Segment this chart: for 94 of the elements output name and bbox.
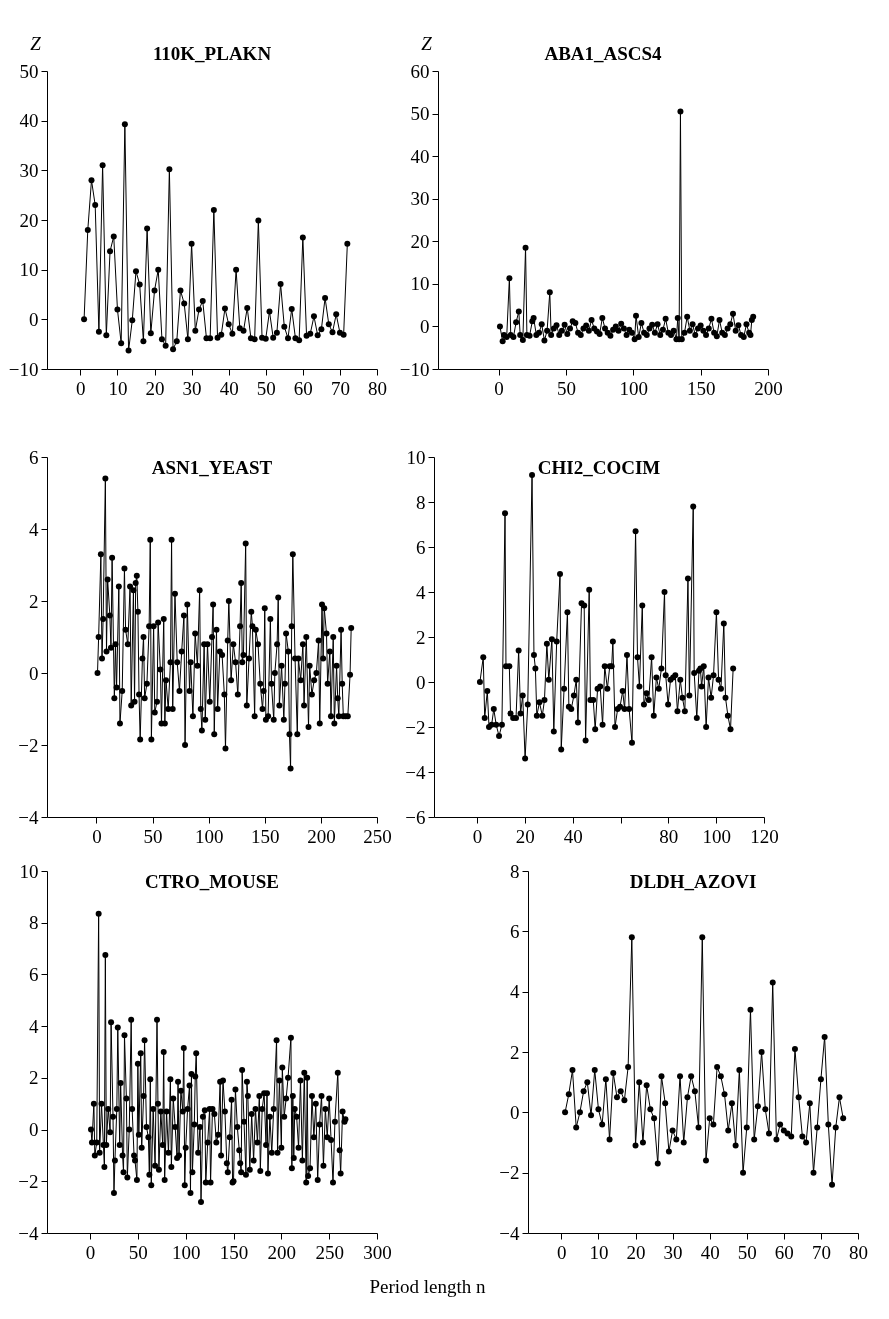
x-axis-title: Period length n	[369, 1275, 487, 1297]
x-tick-label: 150	[219, 1241, 249, 1263]
y-tick-label: 6	[510, 920, 520, 942]
x-tick-label: 200	[267, 1241, 297, 1263]
chart-title: CTRO_MOUSE	[144, 871, 280, 892]
y-tick-label: 2	[29, 590, 39, 612]
y-tick-label: 0	[510, 1101, 520, 1123]
x-tick-label: 50	[143, 825, 163, 847]
y-tick-label: 0	[416, 671, 426, 693]
y-tick-label: 4	[510, 981, 520, 1003]
x-tick-label: 50	[556, 377, 576, 399]
x-tick-label: 300	[363, 1241, 392, 1263]
x-tick-label: 50	[256, 377, 276, 399]
x-tick-label: 100	[619, 377, 649, 399]
y-tick-label: −10	[8, 358, 39, 380]
x-tick-label: 60	[293, 377, 313, 399]
x-tick-label: 70	[330, 377, 350, 399]
chart-title: ASN1_YEAST	[151, 457, 273, 478]
y-tick-label: 2	[510, 1041, 520, 1063]
y-tick-label: −10	[399, 358, 430, 380]
x-tick-label: 80	[849, 1241, 868, 1263]
x-tick-label: 30	[182, 377, 202, 399]
y-tick-label: 8	[29, 912, 39, 934]
x-tick-label: 100	[171, 1241, 201, 1263]
y-tick-label: −2	[499, 1162, 520, 1184]
y-tick-label: 4	[29, 518, 39, 540]
y-tick-label: 6	[29, 963, 39, 985]
x-tick-label: 120	[750, 825, 779, 847]
y-tick-label: 0	[29, 308, 39, 330]
x-tick-label: 100	[194, 825, 224, 847]
y-tick-label: 50	[19, 60, 39, 82]
y-tick-label: 10	[19, 860, 39, 882]
y-axis-title: Z	[30, 32, 42, 54]
y-tick-label: 0	[29, 1119, 39, 1141]
x-tick-label: 10	[108, 377, 128, 399]
y-tick-label: 4	[416, 581, 426, 603]
x-tick-label: 30	[663, 1241, 683, 1263]
x-tick-label: 200	[754, 377, 783, 399]
x-tick-label: 40	[700, 1241, 720, 1263]
y-tick-label: −2	[18, 734, 39, 756]
y-tick-label: 10	[410, 273, 430, 295]
y-tick-label: 6	[29, 446, 39, 468]
chart-title: CHI2_COCIM	[537, 457, 661, 478]
x-tick-label: 80	[659, 825, 679, 847]
y-tick-label: 10	[406, 446, 426, 468]
x-tick-label: 50	[737, 1241, 757, 1263]
y-axis-title: Z	[421, 32, 433, 54]
x-tick-label: 80	[368, 377, 387, 399]
x-tick-label: 250	[315, 1241, 344, 1263]
y-tick-label: 30	[19, 159, 39, 181]
x-tick-label: 40	[219, 377, 239, 399]
y-tick-label: 40	[19, 110, 39, 132]
y-tick-label: 8	[416, 491, 426, 513]
x-tick-label: 0	[85, 1241, 96, 1263]
x-tick-label: 40	[563, 825, 583, 847]
y-tick-label: 20	[410, 230, 430, 252]
y-tick-label: 10	[19, 259, 39, 281]
x-tick-label: 70	[811, 1241, 831, 1263]
x-tick-label: 10	[589, 1241, 609, 1263]
y-tick-label: 8	[510, 860, 520, 882]
y-tick-label: 6	[416, 536, 426, 558]
y-tick-label: −6	[405, 806, 426, 828]
x-tick-label: 0	[557, 1241, 567, 1263]
x-tick-label: 150	[686, 377, 716, 399]
y-tick-label: 0	[29, 662, 39, 684]
y-tick-label: −4	[499, 1222, 520, 1244]
chart-title: ABA1_ASCS4	[544, 43, 663, 64]
x-tick-label: 20	[626, 1241, 646, 1263]
x-tick-label: 0	[92, 825, 102, 847]
y-tick-label: 30	[410, 188, 430, 210]
x-tick-label: 200	[307, 825, 336, 847]
x-tick-label: 100	[702, 825, 731, 847]
y-tick-label: 40	[410, 145, 430, 167]
y-tick-label: −2	[18, 1170, 39, 1192]
x-tick-label: 0	[472, 825, 483, 847]
x-tick-label: 50	[128, 1241, 148, 1263]
chart-title: DLDH_AZOVI	[629, 871, 757, 892]
x-tick-label: 60	[774, 1241, 794, 1263]
x-tick-label: 20	[145, 377, 165, 399]
y-tick-label: 0	[420, 315, 430, 337]
y-tick-label: −4	[18, 806, 39, 828]
y-tick-label: 50	[410, 103, 430, 125]
x-tick-label: 250	[363, 825, 392, 847]
y-tick-label: −4	[405, 761, 426, 783]
x-tick-label: 0	[76, 377, 86, 399]
y-tick-label: 20	[19, 209, 39, 231]
y-tick-label: −2	[405, 716, 426, 738]
chart-title: 110K_PLAKN	[152, 43, 272, 64]
y-tick-label: 4	[29, 1015, 39, 1037]
y-tick-label: 2	[29, 1067, 39, 1089]
x-tick-label: 150	[251, 825, 280, 847]
y-tick-label: 60	[410, 60, 430, 82]
y-tick-label: 2	[416, 626, 426, 648]
y-tick-label: −4	[18, 1222, 39, 1244]
